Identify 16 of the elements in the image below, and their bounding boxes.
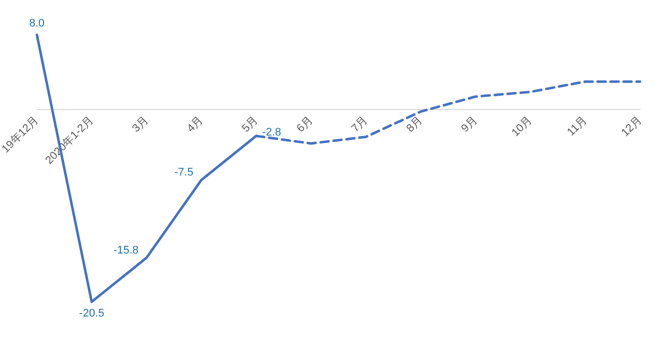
x-tick-label: 9月	[459, 114, 480, 135]
data-label: -2.8	[262, 126, 282, 138]
x-tick-label: 8月	[404, 114, 425, 135]
data-label: -7.5	[174, 166, 194, 179]
x-tick-label: 7月	[350, 114, 370, 135]
data-label: -15.8	[113, 244, 139, 256]
x-tick-label: 11月	[565, 114, 590, 138]
x-tick-label: 19年12月	[0, 114, 42, 156]
data-label: 8.0	[29, 17, 45, 30]
x-tick-label: 12月	[619, 114, 644, 140]
x-tick-label: 3月	[130, 114, 151, 135]
data-label: -20.5	[79, 307, 104, 320]
x-tick-label: 4月	[185, 114, 206, 135]
x-tick-label: 10月	[510, 114, 535, 140]
x-tick-label: 6月	[294, 114, 316, 135]
x-tick-label: 5月	[240, 114, 260, 135]
